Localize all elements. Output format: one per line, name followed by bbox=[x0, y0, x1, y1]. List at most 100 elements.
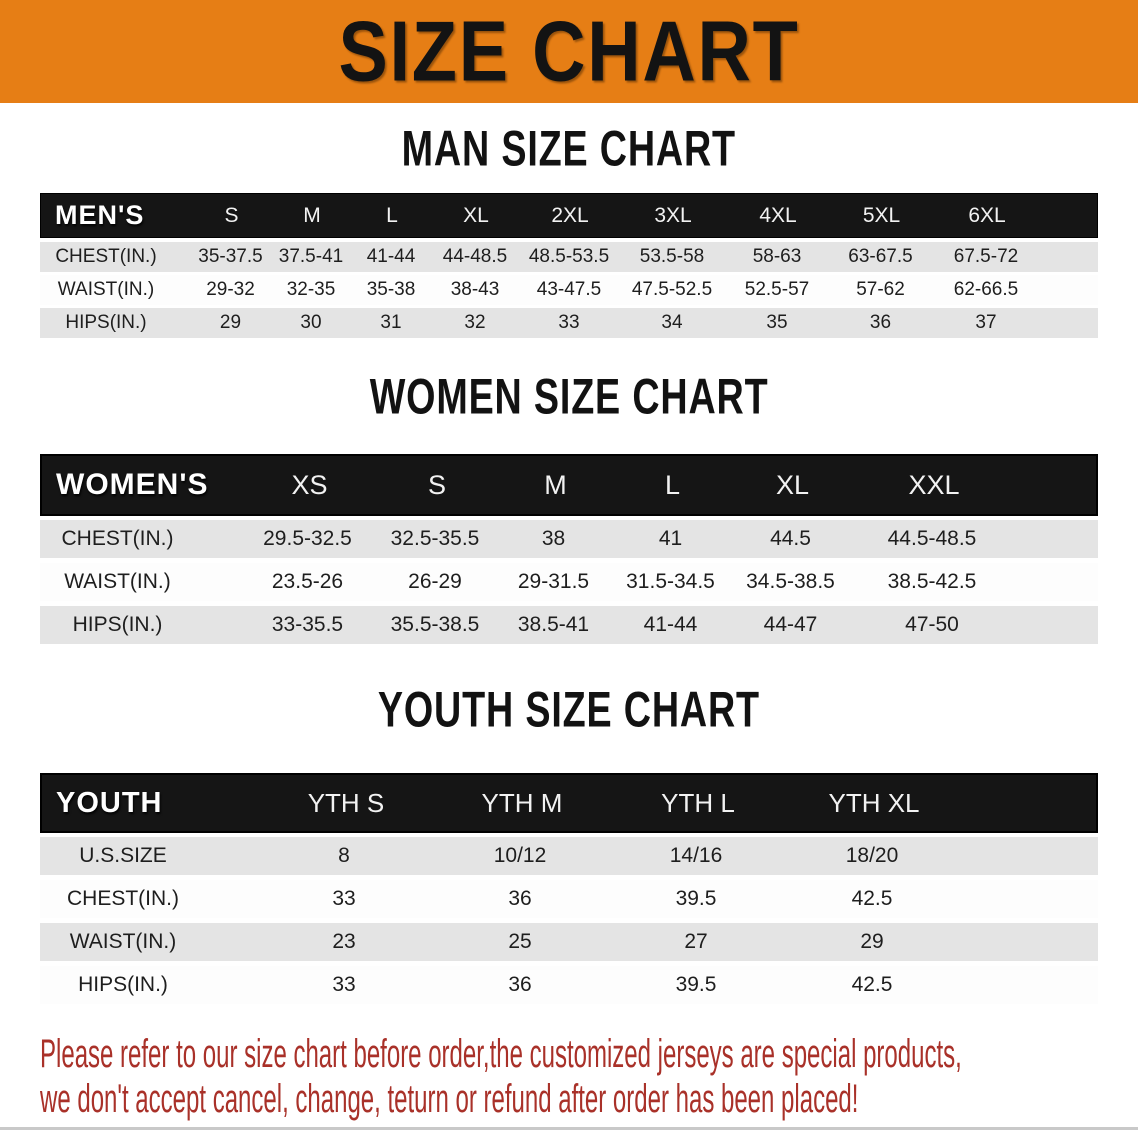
table-row: CHEST(IN.) 35-37.5 37.5-41 41-44 44-48.5… bbox=[40, 242, 1098, 272]
row-label: HIPS(IN.) bbox=[65, 312, 147, 333]
women-section-heading: WOMEN SIZE CHART bbox=[369, 367, 769, 425]
size-col-header: L bbox=[664, 469, 681, 500]
table-cell: 41-44 bbox=[643, 613, 698, 636]
table-cell: 58-63 bbox=[752, 246, 802, 267]
table-cell: 62-66.5 bbox=[953, 279, 1019, 300]
table-cell: 44-47 bbox=[763, 613, 818, 636]
table-cell: 36 bbox=[508, 973, 532, 996]
size-col-header: S bbox=[427, 469, 446, 500]
table-cell: 41-44 bbox=[366, 246, 416, 267]
womens-header-label: WOMEN'S bbox=[56, 468, 209, 501]
row-label: WAIST(IN.) bbox=[57, 279, 155, 300]
page-title: SIZE CHART bbox=[338, 3, 800, 99]
table-cell: 31 bbox=[380, 312, 402, 333]
table-cell: 67.5-72 bbox=[953, 246, 1019, 267]
row-label: WAIST(IN.) bbox=[69, 930, 177, 953]
row-label: HIPS(IN.) bbox=[78, 973, 168, 996]
table-row: WAIST(IN.) 23.5-26 26-29 29-31.5 31.5-34… bbox=[40, 563, 1098, 601]
table-cell: 38-43 bbox=[450, 279, 500, 300]
size-col-header: XL bbox=[775, 469, 810, 500]
size-col-header: YTH M bbox=[481, 787, 563, 818]
table-cell: 44.5-48.5 bbox=[887, 527, 977, 550]
size-col-header: XS bbox=[291, 469, 328, 500]
mens-header-label: MEN'S bbox=[55, 200, 145, 230]
table-cell: 34 bbox=[661, 312, 683, 333]
mens-size-table: MEN'S S M L XL 2XL 3XL 4XL 5XL 6XL CHEST… bbox=[40, 193, 1098, 338]
table-cell: 36 bbox=[869, 312, 892, 333]
table-cell: 44.5 bbox=[770, 527, 811, 550]
size-col-header: 3XL bbox=[654, 203, 692, 227]
table-row: CHEST(IN.) 29.5-32.5 32.5-35.5 38 41 44.… bbox=[40, 520, 1098, 558]
table-cell: 35.5-38.5 bbox=[390, 613, 480, 636]
men-section-heading: MAN SIZE CHART bbox=[401, 119, 737, 177]
row-label: HIPS(IN.) bbox=[72, 613, 163, 636]
table-row: CHEST(IN.) 33 36 39.5 42.5 bbox=[40, 880, 1098, 918]
row-label: WAIST(IN.) bbox=[64, 570, 171, 593]
table-cell: 31.5-34.5 bbox=[626, 570, 715, 593]
row-label: U.S.SIZE bbox=[79, 844, 167, 867]
table-cell: 8 bbox=[338, 844, 350, 867]
table-cell: 38.5-41 bbox=[517, 613, 590, 636]
table-cell: 53.5-58 bbox=[639, 246, 705, 267]
table-cell: 18/20 bbox=[845, 844, 899, 867]
table-cell: 29 bbox=[860, 930, 884, 953]
table-cell: 30 bbox=[300, 312, 322, 333]
table-cell: 32.5-35.5 bbox=[390, 527, 480, 550]
table-cell: 35-37.5 bbox=[198, 246, 263, 267]
table-cell: 44-48.5 bbox=[442, 246, 508, 267]
table-cell: 38 bbox=[541, 527, 566, 550]
size-col-header: L bbox=[386, 203, 398, 227]
banner: SIZE CHART bbox=[0, 0, 1138, 103]
table-cell: 36 bbox=[508, 887, 532, 910]
size-col-header: YTH L bbox=[661, 787, 735, 818]
footer-line-2: we don't accept cancel, change, teturn o… bbox=[40, 1077, 859, 1121]
table-cell: 25 bbox=[508, 930, 532, 953]
table-cell: 26-29 bbox=[408, 570, 462, 593]
table-row: WAIST(IN.) 23 25 27 29 bbox=[40, 923, 1098, 961]
table-cell: 35-38 bbox=[366, 279, 416, 300]
size-col-header: 4XL bbox=[759, 203, 797, 227]
table-cell: 23.5-26 bbox=[271, 570, 344, 593]
table-cell: 37 bbox=[975, 312, 997, 333]
size-col-header: 6XL bbox=[968, 203, 1006, 227]
table-cell: 29.5-32.5 bbox=[263, 527, 352, 550]
table-cell: 39.5 bbox=[675, 973, 717, 996]
table-cell: 37.5-41 bbox=[278, 246, 344, 267]
size-col-header: M bbox=[544, 469, 567, 500]
youth-table-header: YOUTH YTH S YTH M YTH L YTH XL bbox=[40, 773, 1098, 833]
size-col-header: M bbox=[303, 203, 321, 227]
table-cell: 38.5-42.5 bbox=[887, 570, 977, 593]
mens-table-header: MEN'S S M L XL 2XL 3XL 4XL 5XL 6XL bbox=[40, 193, 1098, 238]
table-cell: 33-35.5 bbox=[271, 613, 344, 636]
table-cell: 29-31.5 bbox=[517, 570, 590, 593]
table-cell: 47.5-52.5 bbox=[631, 279, 713, 300]
size-col-header: XL bbox=[463, 203, 489, 227]
size-col-header: XXL bbox=[908, 469, 960, 500]
size-col-header: 5XL bbox=[862, 203, 901, 227]
womens-size-table: WOMEN'S XS S M L XL XXL CHEST(IN.) 29.5-… bbox=[40, 454, 1098, 644]
row-label: CHEST(IN.) bbox=[55, 246, 157, 267]
table-cell: 42.5 bbox=[851, 887, 893, 910]
table-cell: 63-67.5 bbox=[848, 246, 913, 267]
table-cell: 32-35 bbox=[286, 279, 336, 300]
table-cell: 35 bbox=[766, 312, 788, 333]
women-heading-block: WOMEN SIZE CHART bbox=[0, 338, 1138, 454]
womens-table-header: WOMEN'S XS S M L XL XXL bbox=[40, 454, 1098, 516]
size-col-header: 2XL bbox=[551, 203, 589, 227]
footer-note: Please refer to our size chart before or… bbox=[40, 1032, 1138, 1122]
table-cell: 48.5-53.5 bbox=[528, 246, 610, 267]
youth-header-label: YOUTH bbox=[56, 786, 163, 819]
youth-section-heading: YOUTH SIZE CHART bbox=[378, 680, 760, 737]
size-col-header: YTH S bbox=[307, 787, 385, 818]
table-cell: 14/16 bbox=[669, 844, 723, 867]
table-cell: 57-62 bbox=[856, 279, 905, 300]
table-cell: 39.5 bbox=[675, 887, 717, 910]
row-label: CHEST(IN.) bbox=[61, 527, 174, 550]
table-cell: 23 bbox=[332, 930, 356, 953]
table-row: U.S.SIZE 8 10/12 14/16 18/20 bbox=[40, 837, 1098, 875]
table-cell: 52.5-57 bbox=[744, 279, 810, 300]
men-heading-block: MAN SIZE CHART bbox=[0, 103, 1138, 193]
table-cell: 29-32 bbox=[206, 279, 255, 300]
table-cell: 32 bbox=[464, 312, 486, 333]
